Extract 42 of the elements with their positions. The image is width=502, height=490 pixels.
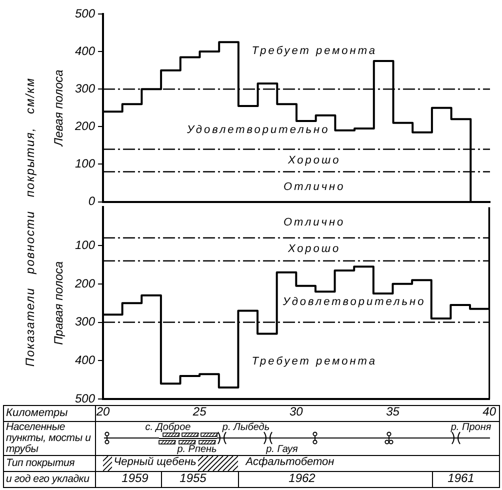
text: р. Рпень xyxy=(177,444,217,455)
y-tick-label: 100 xyxy=(74,238,96,252)
text: 1962 xyxy=(288,471,316,485)
text: с. Доброе xyxy=(145,422,191,433)
y-axis-title: Левая полоса xyxy=(52,69,66,148)
y-axis-title: Правая полоса xyxy=(52,260,66,345)
x-tick-label: 25 xyxy=(192,404,207,419)
y-tick-label: 200 xyxy=(74,276,96,290)
text: Показатели ровности покрытия, см/км xyxy=(23,77,37,367)
text: р. Лыбедь xyxy=(222,422,270,433)
x-tick-label: 20 xyxy=(95,404,110,419)
y-tick-label: 0 xyxy=(88,194,96,208)
y-tick-label: 200 xyxy=(74,119,96,134)
annotation: Отлично xyxy=(283,216,346,228)
text: 1961 xyxy=(448,471,474,485)
text: р. Проня xyxy=(450,422,492,433)
y-tick-label: 300 xyxy=(74,314,96,329)
y-tick-label: 100 xyxy=(74,156,96,171)
y-tick-label: 500 xyxy=(74,6,96,20)
y-tick-label: 500 xyxy=(74,391,96,406)
category-label: Тип покрытия xyxy=(6,457,75,469)
y-tick-label: 400 xyxy=(74,44,96,58)
text: 1959 xyxy=(122,471,148,485)
category-label: и год его укладки xyxy=(6,473,90,485)
annotation: Хорошо xyxy=(287,154,341,166)
y-tick-label: 300 xyxy=(74,81,96,96)
text: Черный щебень xyxy=(114,456,196,468)
text: р. Гауя xyxy=(266,444,298,455)
text: Асфальтобетон xyxy=(246,456,334,468)
x-tick-label: 35 xyxy=(386,404,400,419)
x-tick-label: 40 xyxy=(482,404,496,419)
x-tick-label: 30 xyxy=(289,404,304,419)
annotation: Удовлетворительно xyxy=(186,124,330,136)
annotation: Требует ремонта xyxy=(252,355,377,368)
annotation: Удовлетворительно xyxy=(282,296,426,308)
category-label: Населенные пункты, мосты и трубы xyxy=(6,421,91,455)
annotation: Хорошо xyxy=(286,242,341,255)
annotation: Отлично xyxy=(284,180,346,193)
x-axis-title: Километры xyxy=(6,407,68,420)
y-tick-label: 400 xyxy=(74,352,96,367)
text: 1955 xyxy=(180,471,206,485)
annotation: Требует ремонта xyxy=(252,45,377,58)
